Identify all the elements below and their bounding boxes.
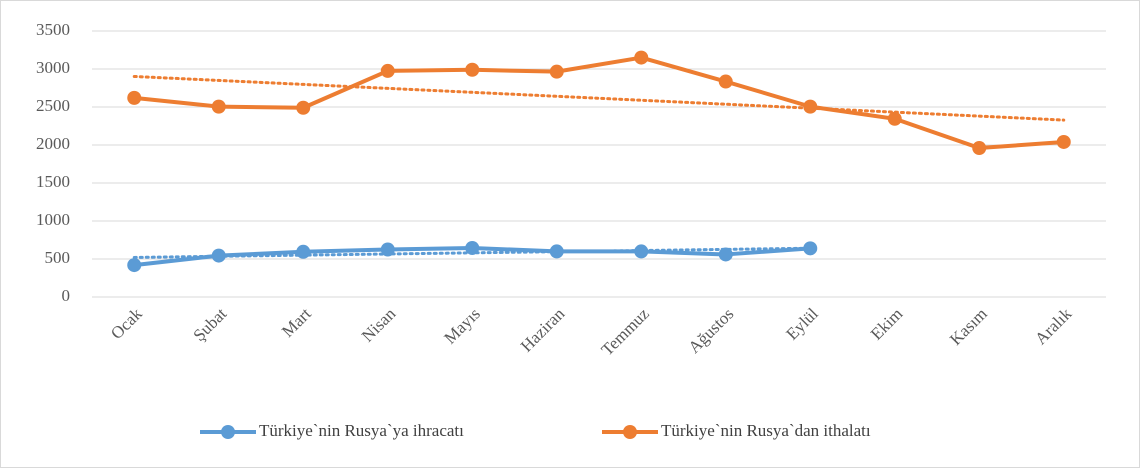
data-point (549, 244, 564, 259)
trend-line (132, 74, 1066, 122)
data-point (127, 258, 142, 273)
data-point (465, 240, 480, 255)
y-tick-label: 1500 (36, 172, 70, 191)
data-point (211, 248, 226, 263)
legend-marker (623, 425, 637, 439)
legend-label: Türkiye`nin Rusya`dan ithalatı (661, 421, 871, 440)
data-point (634, 50, 649, 65)
data-point (380, 242, 395, 257)
legend-label: Türkiye`nin Rusya`ya ihracatı (259, 421, 464, 440)
data-point (887, 111, 902, 126)
data-point (549, 64, 564, 79)
y-tick-label: 2000 (36, 134, 70, 153)
data-point (718, 74, 733, 89)
data-point (211, 99, 226, 114)
y-tick-label: 0 (62, 286, 71, 305)
data-point (634, 244, 649, 259)
y-tick-label: 3500 (36, 20, 70, 39)
data-point (803, 99, 818, 114)
data-point (803, 241, 818, 256)
series-line (134, 55, 1064, 151)
data-point (718, 247, 733, 262)
y-tick-label: 500 (45, 248, 71, 267)
data-point (380, 63, 395, 78)
data-point (296, 244, 311, 259)
y-tick-label: 2500 (36, 96, 70, 115)
legend-marker (221, 425, 235, 439)
data-point (1056, 134, 1071, 149)
y-tick-label: 3000 (36, 58, 70, 77)
data-point (465, 62, 480, 77)
data-point (127, 90, 142, 105)
y-tick-label: 1000 (36, 210, 70, 229)
data-point (972, 141, 987, 156)
legend: Türkiye`nin Rusya`ya ihracatı Türkiye`nin… (200, 421, 871, 440)
data-point (296, 100, 311, 115)
